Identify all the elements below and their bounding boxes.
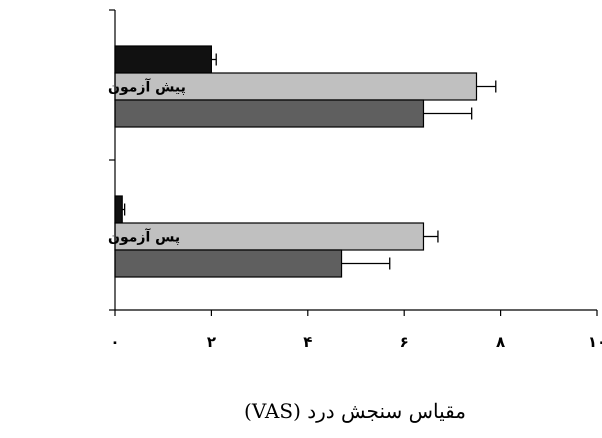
x-tick-label-5: ۸ xyxy=(496,333,505,351)
x-tick-label-2: ۲ xyxy=(207,333,216,351)
x-tick-label-6: ۱۰ xyxy=(588,333,602,351)
x-tick-label-4: ۶ xyxy=(400,333,409,351)
x-axis-title: مقیاس سنجش درد (VAS) xyxy=(244,399,466,423)
category-label-2: پس آزمون xyxy=(108,228,180,246)
bar-1-1 xyxy=(114,45,213,74)
ticks-group xyxy=(109,9,598,316)
bar-1-2 xyxy=(114,72,478,101)
x-tick-label-3: ۴ xyxy=(303,333,312,351)
bars-group xyxy=(114,45,497,278)
bar-2-1 xyxy=(114,195,123,224)
bar-2-2 xyxy=(114,222,425,251)
x-tick-label-1: ۰ xyxy=(110,333,119,351)
bar-1-3 xyxy=(114,99,425,128)
category-label-1: پیش آزمون xyxy=(108,78,186,96)
bar-2-3 xyxy=(114,249,343,278)
labels-group: پیش آزمون پس آزمون ۰ ۲ ۴ ۶ ۸ ۱۰ xyxy=(108,78,602,352)
